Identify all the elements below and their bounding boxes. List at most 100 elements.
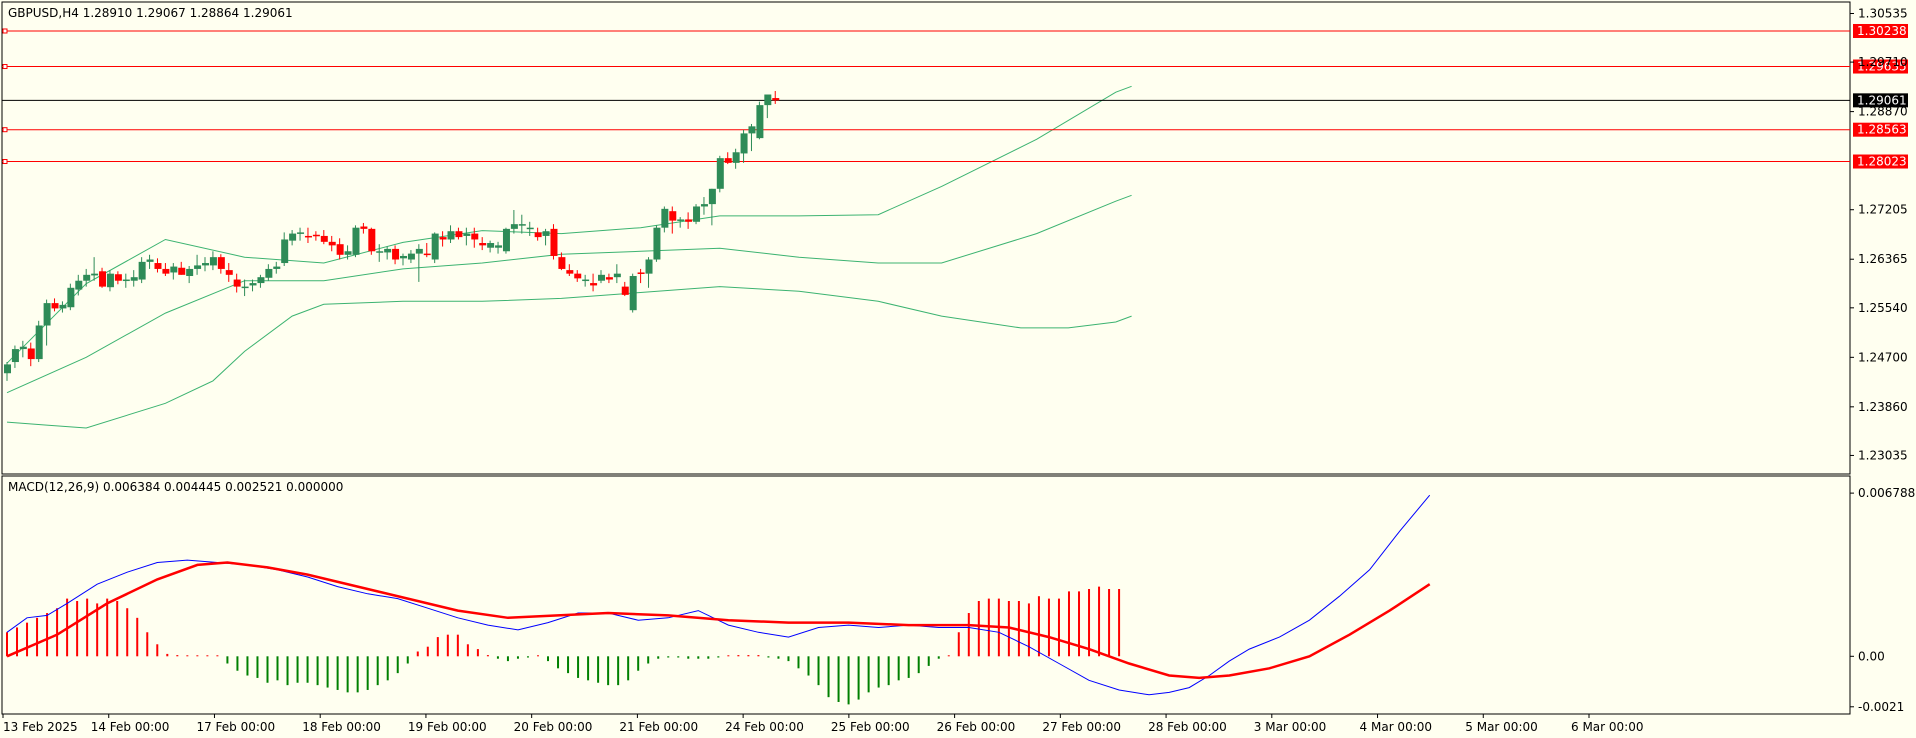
candle-body — [463, 233, 471, 236]
time-axis-label: 28 Feb 00:00 — [1148, 720, 1227, 734]
candle-body — [11, 349, 19, 363]
candle-body — [320, 235, 328, 242]
candle — [194, 254, 202, 275]
macd-pane[interactable]: MACD(12,26,9) 0.006384 0.004445 0.002521… — [1, 475, 1915, 715]
candle — [502, 227, 510, 254]
candle — [740, 129, 748, 163]
candle-body — [510, 224, 518, 229]
candle — [724, 152, 732, 165]
candle-body — [43, 303, 51, 326]
candle-body — [550, 228, 558, 256]
candle-body — [605, 277, 613, 280]
candle — [344, 245, 352, 260]
candle — [661, 206, 669, 233]
candle-body — [700, 204, 708, 207]
price-level-handle — [2, 64, 8, 70]
candle — [669, 206, 677, 234]
candle-body — [99, 271, 107, 287]
candle — [59, 301, 67, 313]
time-axis-label: 24 Feb 00:00 — [725, 720, 804, 734]
candle-body — [392, 248, 400, 260]
candle-body — [360, 226, 368, 229]
candle — [748, 123, 756, 152]
candle-body — [233, 279, 241, 287]
candle — [360, 222, 368, 234]
candle-body — [613, 273, 621, 278]
candle — [67, 283, 75, 311]
candle — [700, 197, 708, 215]
candle — [281, 232, 289, 266]
candle-body — [19, 346, 27, 350]
macd-pane-frame — [1, 475, 1851, 715]
candle-body — [534, 232, 542, 238]
candle-body — [439, 237, 447, 240]
candle — [495, 241, 503, 254]
candle-body — [764, 94, 772, 106]
candle-body — [4, 364, 11, 374]
candle — [19, 340, 27, 358]
candle-body — [526, 227, 534, 230]
price-axis-label: 1.29710 — [1858, 55, 1908, 69]
candle — [653, 225, 661, 262]
candle — [233, 273, 241, 293]
candle-body — [83, 274, 91, 281]
candle — [756, 101, 764, 140]
price-axis-label: 1.27205 — [1858, 203, 1908, 217]
candle — [273, 261, 281, 274]
candle-body — [748, 126, 756, 134]
candle-body — [471, 233, 479, 240]
candle — [154, 258, 162, 273]
candle — [265, 264, 273, 281]
time-axis-label: 25 Feb 00:00 — [831, 720, 910, 734]
candle-body — [653, 227, 661, 260]
candle-body — [352, 227, 360, 255]
candle — [304, 227, 312, 244]
candle — [225, 263, 233, 282]
macd-axis-label: 0.006788 — [1858, 486, 1915, 500]
candle-body — [479, 243, 487, 246]
candle-body — [384, 248, 392, 253]
price-pane[interactable]: GBPUSD,H4 1.28910 1.29067 1.28864 1.2906… — [1, 1, 1908, 475]
candle-body — [629, 276, 637, 311]
candle-body — [273, 266, 281, 269]
candle — [685, 212, 693, 229]
candle — [384, 246, 392, 260]
candle — [75, 274, 83, 296]
price-level-tag — [1853, 59, 1908, 74]
candle-body — [574, 273, 582, 279]
candle-body — [257, 277, 265, 284]
candle-body — [297, 232, 305, 234]
candle — [312, 231, 320, 241]
signal-line — [6, 561, 1431, 680]
candle-body — [495, 245, 503, 248]
price-level-handle — [2, 159, 8, 165]
time-axis-label: 18 Feb 00:00 — [302, 720, 381, 734]
candle-body — [685, 219, 693, 222]
candle — [130, 270, 138, 287]
price-level-tag-label: 1.29635 — [1857, 60, 1907, 74]
price-level-handle — [2, 127, 8, 133]
candle — [241, 279, 249, 297]
candle — [534, 227, 542, 241]
candle — [407, 250, 415, 264]
candle-body — [146, 259, 154, 262]
candle-body — [281, 239, 289, 264]
candle — [27, 342, 35, 367]
candle — [677, 217, 685, 228]
price-level-tag — [1853, 154, 1908, 169]
candle-body — [637, 272, 645, 274]
candle — [146, 254, 154, 269]
candle-body — [645, 259, 653, 274]
macd-histogram — [6, 586, 1121, 705]
macd-lines — [6, 494, 1431, 696]
candle-body — [75, 280, 83, 290]
horizontal-levels[interactable]: 1.30238 1.29635 1.28563 1.28023 1.29061 — [2, 23, 1908, 169]
candle-body — [162, 268, 170, 274]
candle — [566, 264, 574, 277]
candle — [328, 235, 336, 252]
candle — [91, 257, 99, 281]
candle-body — [202, 263, 209, 266]
candle-body — [106, 273, 114, 288]
